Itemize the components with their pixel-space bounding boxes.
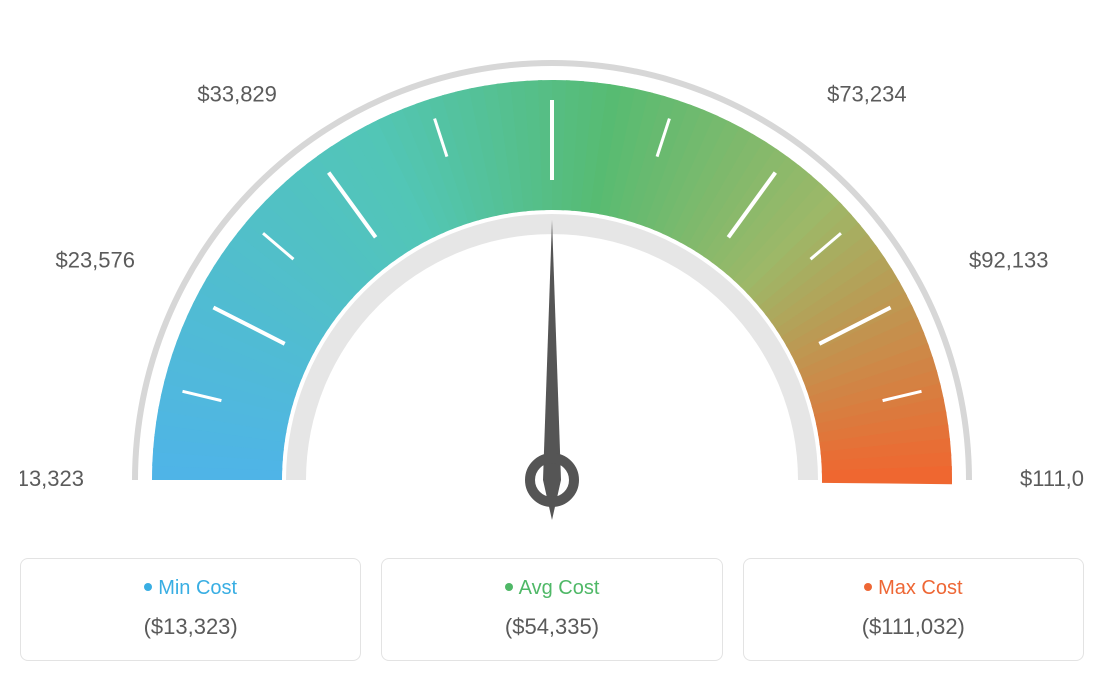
legend-card-max: Max Cost ($111,032) <box>743 558 1084 661</box>
legend-value-max: ($111,032) <box>754 614 1073 640</box>
legend-title-max: Max Cost <box>754 577 1073 600</box>
tick-label: $33,829 <box>197 81 277 106</box>
gauge-needle <box>543 220 561 520</box>
tick-label: $92,133 <box>969 248 1049 273</box>
dot-icon <box>505 583 513 591</box>
legend-title-avg-text: Avg Cost <box>519 577 600 599</box>
legend-row: Min Cost ($13,323) Avg Cost ($54,335) Ma… <box>20 558 1084 661</box>
legend-card-min: Min Cost ($13,323) <box>20 558 361 661</box>
gauge-svg: $13,323$23,576$33,829$54,335$73,234$92,1… <box>20 20 1084 530</box>
tick-label: $73,234 <box>827 81 907 106</box>
dot-icon <box>864 583 872 591</box>
tick-label: $111,032 <box>1020 466 1084 491</box>
tick-label: $13,323 <box>20 466 84 491</box>
legend-value-avg: ($54,335) <box>392 614 711 640</box>
dot-icon <box>144 583 152 591</box>
legend-title-max-text: Max Cost <box>878 577 962 599</box>
legend-card-avg: Avg Cost ($54,335) <box>381 558 722 661</box>
tick-label: $23,576 <box>55 248 135 273</box>
cost-gauge-chart: $13,323$23,576$33,829$54,335$73,234$92,1… <box>20 20 1084 530</box>
legend-title-avg: Avg Cost <box>392 577 711 600</box>
legend-title-min: Min Cost <box>31 577 350 600</box>
legend-value-min: ($13,323) <box>31 614 350 640</box>
legend-title-min-text: Min Cost <box>158 577 237 599</box>
